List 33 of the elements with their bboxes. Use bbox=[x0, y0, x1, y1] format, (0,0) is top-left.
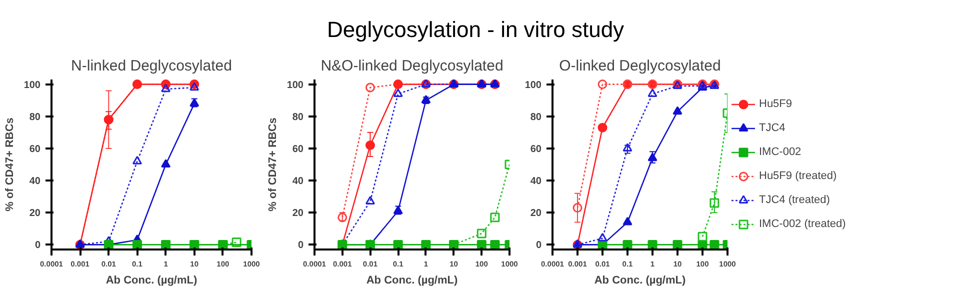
y-tick-label: 0 bbox=[34, 240, 41, 252]
legend-label: Hu5F9 (treated) bbox=[759, 170, 837, 182]
y-axis-title: % of CD47+ RBCs bbox=[4, 118, 16, 212]
legend-label: TJC4 bbox=[759, 122, 786, 134]
x-axis-title: Ab Conc. (µg/mL) bbox=[366, 274, 458, 286]
y-tick-label: 80 bbox=[530, 112, 542, 123]
y-tick-label: 60 bbox=[292, 144, 304, 155]
legend-label: IMC-002 bbox=[759, 146, 802, 158]
chart-title: O-linked Deglycosylated bbox=[559, 58, 721, 74]
y-tick-label: 80 bbox=[292, 112, 304, 123]
y-tick-label: 0 bbox=[298, 240, 304, 252]
x-axis-title: Ab Conc. (µg/mL) bbox=[594, 274, 686, 286]
chart-title: N&O-linked Deglycosylated bbox=[320, 58, 504, 74]
legend-label: TJC4 (treated) bbox=[759, 194, 830, 206]
y-tick-label: 20 bbox=[530, 208, 542, 220]
chart-title: N-linked Deglycosylated bbox=[71, 58, 232, 74]
y-tick-label: 40 bbox=[530, 176, 542, 188]
text: Deglycosylation - in vitro study bbox=[326, 17, 624, 42]
y-tick-label: 100 bbox=[524, 80, 542, 91]
y-tick-label: 20 bbox=[29, 208, 41, 220]
x-axis-title: Ab Conc. (µg/mL) bbox=[106, 274, 198, 286]
y-tick-label: 20 bbox=[292, 208, 304, 220]
y-tick-label: 80 bbox=[29, 112, 41, 123]
legend-label: Hu5F9 bbox=[759, 98, 792, 110]
y-tick-label: 0 bbox=[536, 240, 542, 252]
y-tick-label: 40 bbox=[29, 176, 41, 188]
y-tick-label: 40 bbox=[292, 176, 304, 188]
y-tick-label: 100 bbox=[286, 80, 304, 91]
y-axis-title: % of CD47+ RBCs bbox=[266, 118, 279, 212]
y-tick-label: 60 bbox=[530, 144, 542, 155]
y-tick-label: 100 bbox=[24, 80, 41, 91]
legend-label: IMC-002 (treated) bbox=[759, 218, 846, 230]
y-tick-label: 60 bbox=[29, 144, 41, 155]
